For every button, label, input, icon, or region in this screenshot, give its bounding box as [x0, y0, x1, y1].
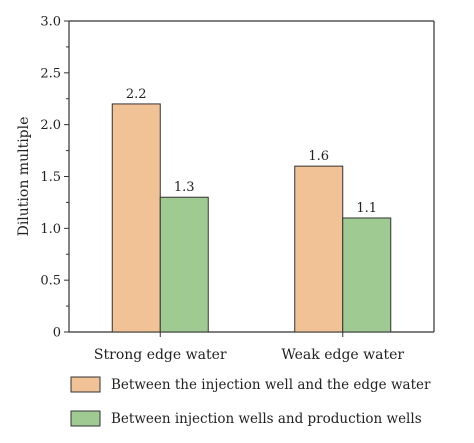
- legend: Between the injection well and the edge …: [70, 376, 431, 427]
- y-axis-title: Dilution multiple: [16, 117, 32, 237]
- bars: [111, 103, 392, 333]
- bar-value-label: 1.6: [308, 149, 329, 164]
- legend-swatch: [70, 376, 101, 393]
- bar: [294, 165, 344, 333]
- bar: [111, 103, 161, 333]
- labels: 0 0.5 1.0 1.5 2.0 2.5 3.0 Dilution multiple 2.2 1…: [16, 15, 404, 364]
- x-tick-label: Weak edge water: [281, 347, 404, 363]
- y-tick-label: 0: [53, 326, 61, 341]
- legend-label: Between the injection well and the edge …: [111, 377, 431, 393]
- bar-value-label: 2.2: [126, 87, 147, 102]
- x-tick-label: Strong edge water: [94, 347, 227, 363]
- bar-value-label: 1.3: [174, 180, 195, 195]
- y-tick-label: 0.5: [40, 274, 61, 289]
- y-tick-label: 1.0: [40, 222, 61, 237]
- y-tick-label: 2.5: [40, 66, 61, 81]
- y-tick-label: 3.0: [40, 15, 61, 30]
- bar: [159, 196, 209, 333]
- bar-value-label: 1.1: [356, 201, 377, 216]
- legend-swatch: [70, 410, 101, 427]
- y-tick-label: 1.5: [40, 170, 61, 185]
- y-tick-label: 2.0: [40, 118, 61, 133]
- bar: [342, 217, 392, 333]
- legend-label: Between injection wells and production w…: [111, 411, 422, 427]
